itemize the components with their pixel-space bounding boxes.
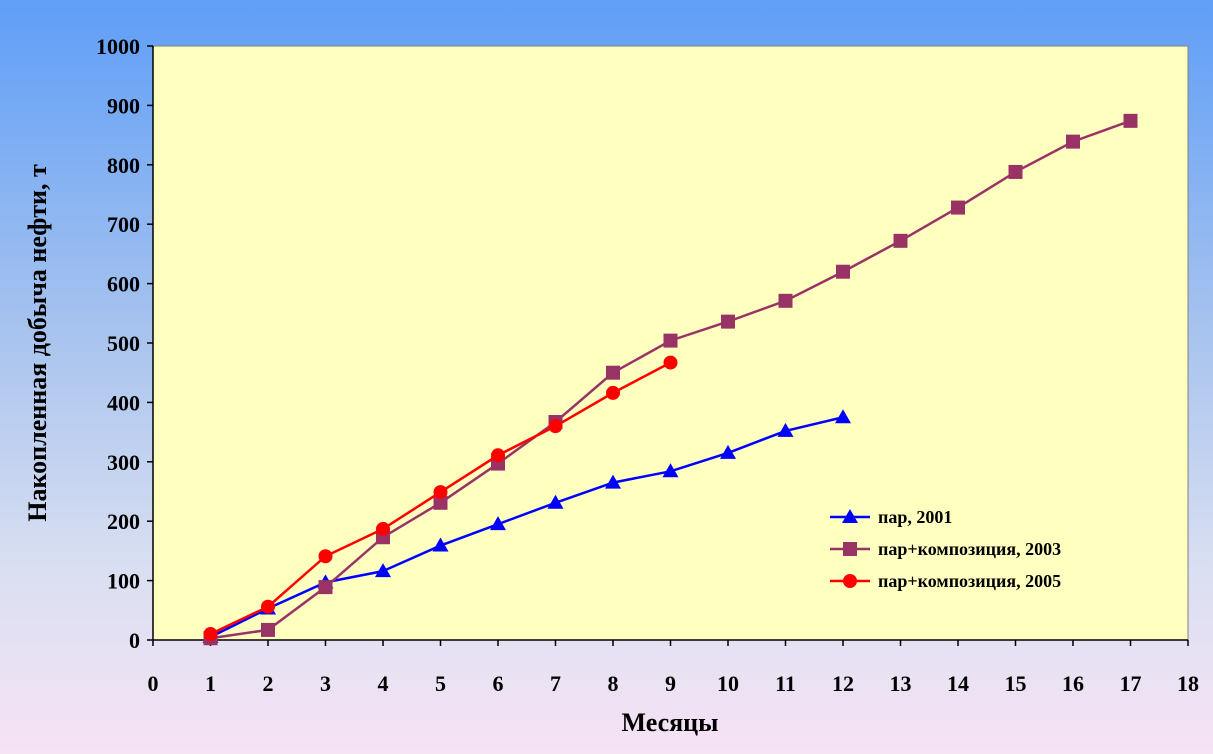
- legend: пар, 2001 пар+композиция, 2003 пар+компози…: [830, 507, 1061, 591]
- data-point: [836, 264, 850, 279]
- y-tick-label: 800: [107, 153, 140, 178]
- data-point: [663, 333, 678, 348]
- data-point: [318, 580, 333, 595]
- x-tick-label: 15: [1005, 671, 1027, 696]
- data-point: [835, 409, 851, 424]
- x-tick-label: 14: [947, 671, 969, 696]
- data-point: [663, 355, 678, 370]
- y-tick-label: 900: [107, 93, 140, 118]
- data-point: [721, 314, 735, 329]
- data-point: [606, 385, 620, 400]
- y-tick-label: 300: [107, 450, 140, 475]
- series-3: [203, 355, 678, 642]
- data-point: [777, 422, 794, 437]
- data-point: [606, 365, 620, 380]
- data-point: [318, 549, 333, 564]
- x-tick-label: 8: [608, 671, 619, 696]
- data-point: [605, 474, 621, 489]
- x-tick-label: 1: [205, 671, 216, 696]
- legend-item: пар+композиция, 2003: [830, 539, 1061, 559]
- legend-label: пар+композиция, 2005: [878, 571, 1061, 591]
- data-point: [951, 200, 965, 215]
- legend-marker: [843, 542, 857, 556]
- x-tick-label: 3: [320, 671, 331, 696]
- legend-marker: [843, 574, 857, 588]
- y-tick-label: 400: [107, 390, 140, 415]
- data-point: [491, 448, 505, 463]
- data-point: [490, 516, 506, 531]
- x-tick-label: 6: [493, 671, 504, 696]
- data-point: [375, 563, 391, 578]
- x-tick-label: 10: [717, 671, 739, 696]
- legend-item: пар+композиция, 2005: [830, 571, 1061, 591]
- data-point: [1008, 164, 1023, 179]
- y-tick-label: 100: [107, 569, 140, 594]
- legend-label: пар+композиция, 2003: [878, 539, 1061, 559]
- y-tick-label: 600: [107, 272, 140, 297]
- data-point: [433, 485, 448, 500]
- data-point: [720, 444, 736, 459]
- data-point: [432, 537, 449, 552]
- x-tick-label: 18: [1177, 671, 1199, 696]
- x-tick-label: 0: [148, 671, 159, 696]
- x-tick-label: 7: [550, 671, 561, 696]
- x-tick-label: 16: [1062, 671, 1084, 696]
- x-tick-label: 2: [263, 671, 274, 696]
- series-2: [203, 113, 1138, 646]
- data-point: [662, 463, 679, 478]
- data-point: [203, 627, 218, 642]
- data-point: [261, 599, 275, 614]
- x-tick-label: 13: [890, 671, 912, 696]
- x-tick-label: 12: [832, 671, 854, 696]
- data-point: [893, 233, 908, 248]
- x-tick-label: 4: [378, 671, 389, 696]
- x-axis-title: Месяцы: [622, 708, 719, 737]
- data-point: [433, 495, 448, 510]
- data-point: [547, 494, 564, 509]
- x-tick-label: 5: [435, 671, 446, 696]
- data-point: [778, 293, 793, 308]
- data-point: [1066, 134, 1080, 149]
- legend-label: пар, 2001: [878, 507, 952, 527]
- x-tick-label: 9: [665, 671, 676, 696]
- data-point: [548, 419, 563, 434]
- data-point: [376, 521, 390, 536]
- series-layer: [202, 113, 1138, 646]
- x-tick-label: 17: [1120, 671, 1142, 696]
- data-point: [261, 622, 275, 637]
- y-axis-title: Накопленная добыча нефти, т: [23, 164, 52, 522]
- y-tick-label: 700: [107, 212, 140, 237]
- y-tick-label: 200: [107, 509, 140, 534]
- legend-marker: [842, 509, 858, 523]
- data-point: [1123, 113, 1138, 128]
- y-tick-label: 1000: [96, 34, 140, 59]
- legend-item: пар, 2001: [830, 507, 952, 527]
- series-line: [209, 416, 844, 639]
- y-tick-label: 0: [129, 628, 140, 653]
- y-tick-label: 500: [107, 331, 140, 356]
- x-tick-label: 11: [775, 671, 796, 696]
